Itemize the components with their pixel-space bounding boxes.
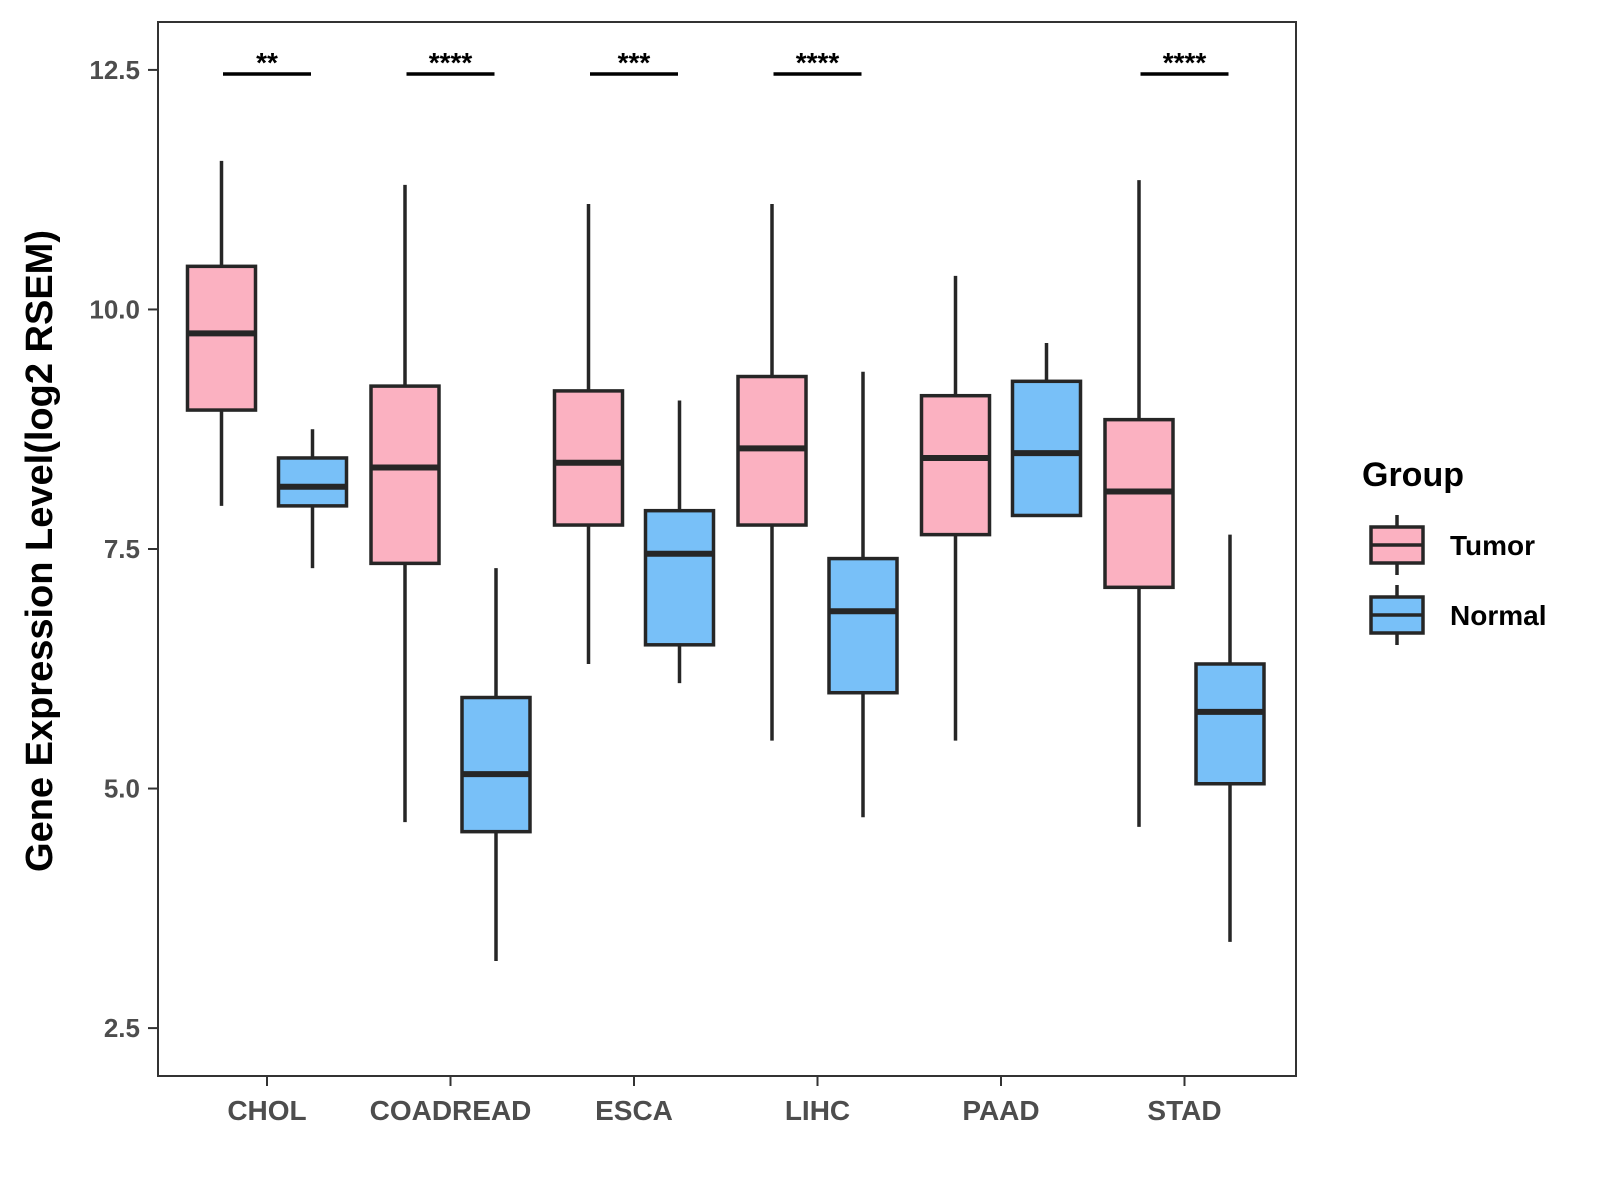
box-normal-chol xyxy=(276,429,349,569)
box-normal-esca xyxy=(643,400,716,684)
significance-label: **** xyxy=(1163,47,1207,78)
y-tick-label: 12.5 xyxy=(89,55,140,85)
box-tumor-lihc xyxy=(736,204,808,741)
box-iqr xyxy=(1010,379,1083,518)
legend-item-tumor: Tumor xyxy=(1369,515,1535,575)
y-tick-label: 10.0 xyxy=(89,294,140,324)
box-normal-paad xyxy=(1010,342,1083,518)
box-iqr xyxy=(185,264,258,412)
box-iqr xyxy=(1103,417,1175,590)
box-tumor-chol xyxy=(185,160,258,506)
x-tick-label: COADREAD xyxy=(370,1095,532,1126)
y-axis-title: Gene Expression Level(log2 RSEM) xyxy=(19,230,61,872)
x-tick-label: ESCA xyxy=(595,1095,673,1126)
box-normal-lihc xyxy=(827,371,899,818)
box-tumor-paad xyxy=(919,275,992,741)
box-iqr xyxy=(827,556,899,695)
box-iqr xyxy=(460,695,532,834)
box-iqr xyxy=(276,456,349,508)
legend-item-normal: Normal xyxy=(1369,585,1546,645)
legend-label: Tumor xyxy=(1450,530,1535,561)
significance-label: **** xyxy=(429,47,473,78)
box-iqr xyxy=(1194,662,1266,786)
x-tick-label: LIHC xyxy=(785,1095,850,1126)
x-tick-label: CHOL xyxy=(227,1095,306,1126)
box-iqr xyxy=(552,389,625,527)
box-tumor-stad xyxy=(1103,180,1175,827)
y-tick-label: 2.5 xyxy=(104,1013,140,1043)
legend: Group Tumor Normal xyxy=(1362,456,1546,645)
box-normal-stad xyxy=(1194,534,1266,942)
x-tick-label: PAAD xyxy=(962,1095,1039,1126)
significance-label: *** xyxy=(618,47,651,78)
legend-title: Group xyxy=(1362,456,1464,494)
y-tick-label: 7.5 xyxy=(104,534,140,564)
plot-area: 2.5 5.0 7.5 10.0 12.5 CHOL COADREAD ESCA LIHC PAA… xyxy=(89,21,1297,1126)
box-tumor-coadread xyxy=(369,184,441,823)
significance-label: **** xyxy=(796,47,840,78)
y-tick-label: 5.0 xyxy=(104,774,140,804)
box-iqr xyxy=(369,384,441,566)
box-iqr xyxy=(919,393,992,537)
significance-label: ** xyxy=(256,47,278,78)
box-tumor-esca xyxy=(552,204,625,664)
box-iqr xyxy=(643,508,716,647)
x-tick-label: STAD xyxy=(1147,1095,1221,1126)
legend-label: Normal xyxy=(1450,600,1546,631)
box-normal-coadread xyxy=(460,568,532,962)
